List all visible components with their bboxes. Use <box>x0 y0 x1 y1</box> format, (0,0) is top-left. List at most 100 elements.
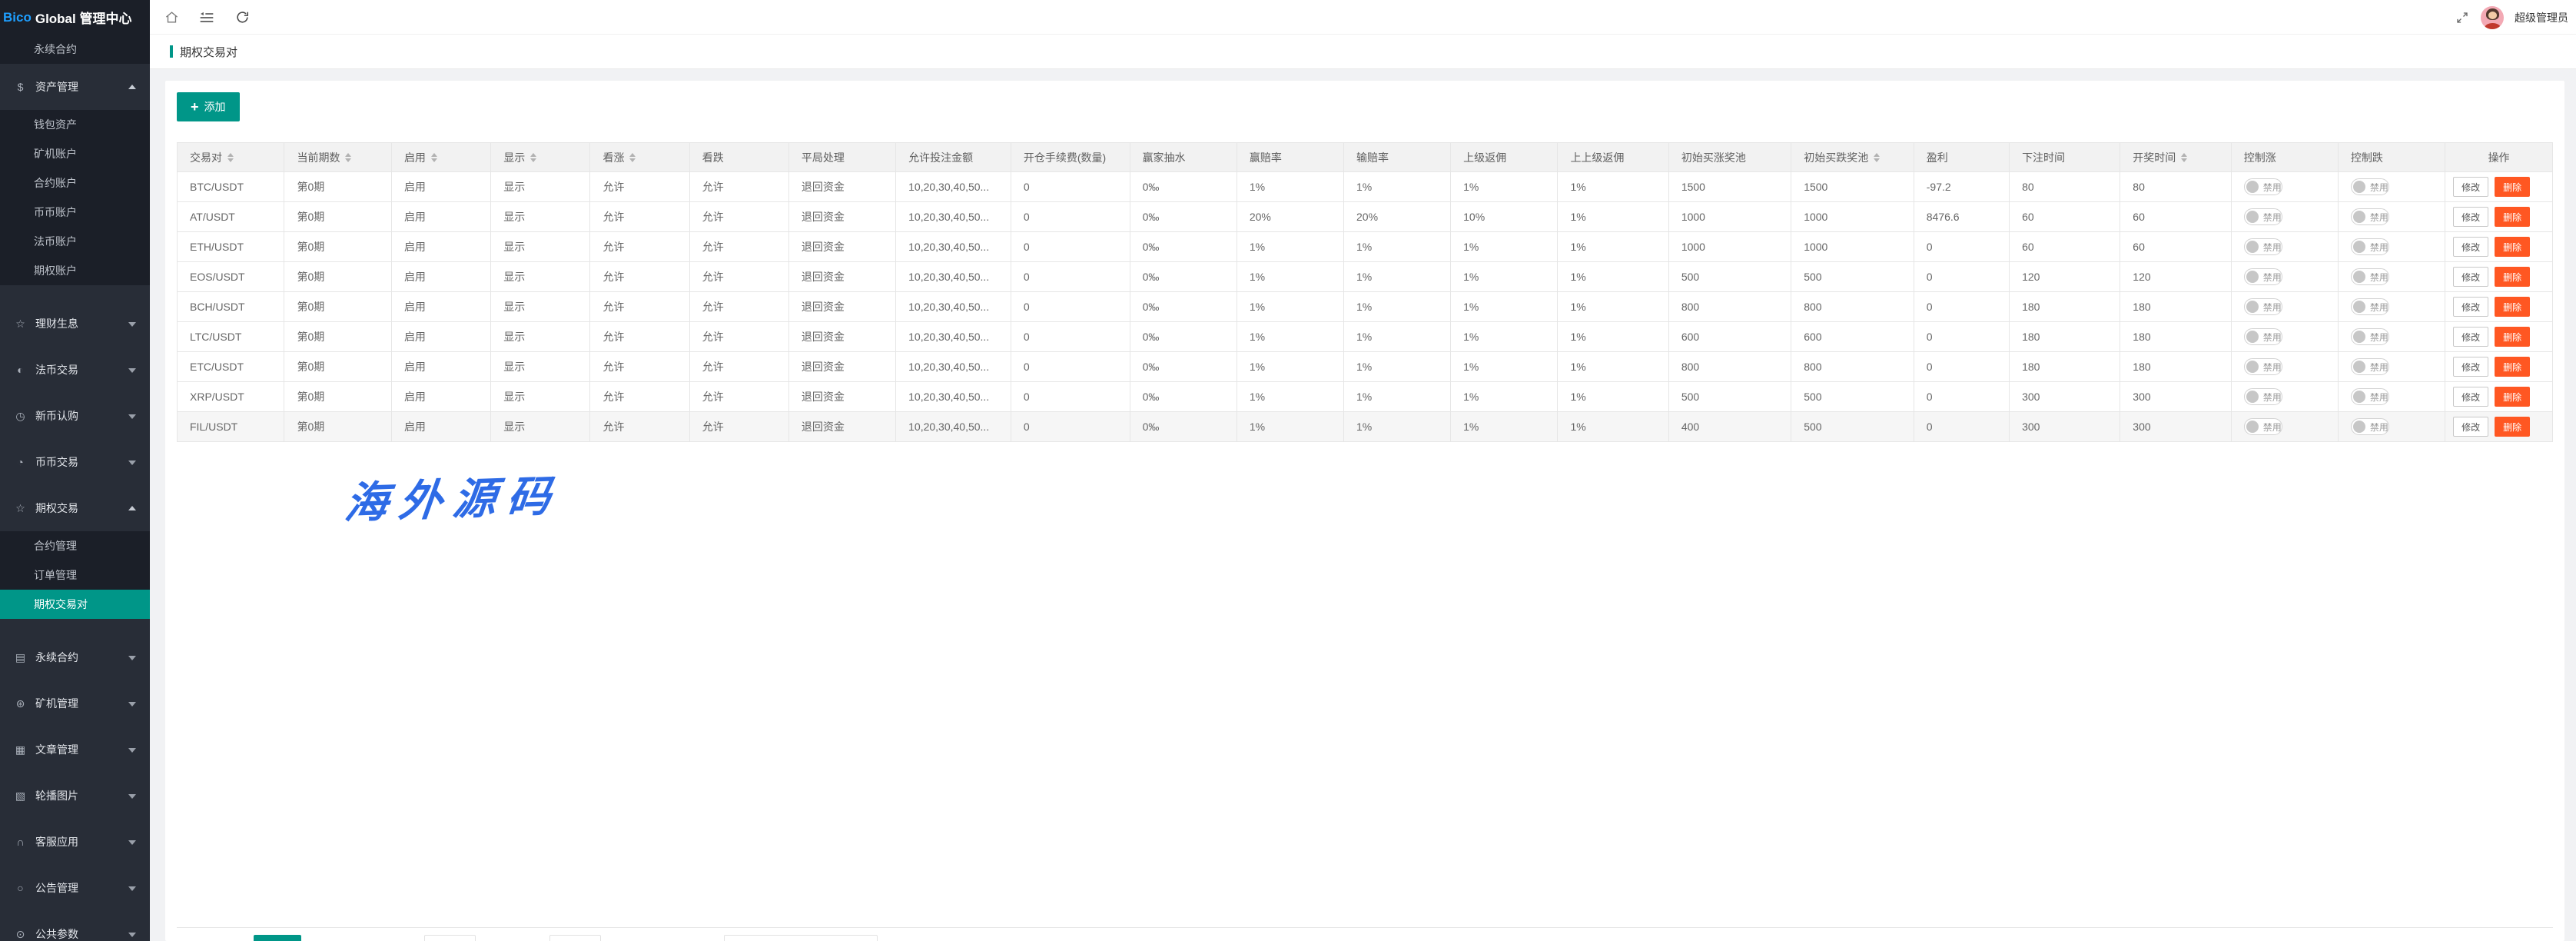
delete-button[interactable]: 删除 <box>2495 357 2531 377</box>
control-down-toggle[interactable]: 禁用 <box>2350 328 2389 345</box>
control-up-toggle[interactable]: 禁用 <box>2243 328 2282 345</box>
control-down-toggle[interactable]: 禁用 <box>2350 298 2389 315</box>
sidebar-item-options-account[interactable]: 期权账户 <box>0 256 150 285</box>
sidebar-item-customer-service[interactable]: ∩ 客服应用 <box>0 819 150 865</box>
edit-button[interactable]: 修改 <box>2453 177 2489 197</box>
sidebar-item-contract-account[interactable]: 合约账户 <box>0 168 150 198</box>
control-down-toggle[interactable]: 禁用 <box>2350 268 2389 285</box>
sidebar-item-finance-interest[interactable]: ☆ 理财生息 <box>0 301 150 347</box>
sidebar-item-article-manage[interactable]: ▦ 文章管理 <box>0 727 150 773</box>
control-down-toggle[interactable]: 禁用 <box>2350 238 2389 255</box>
column-header[interactable]: 启用 <box>390 142 492 172</box>
file-icon: ▤ <box>15 650 26 663</box>
sort-icon[interactable] <box>227 150 234 165</box>
edit-button[interactable]: 修改 <box>2453 207 2489 227</box>
delete-button[interactable]: 删除 <box>2495 237 2531 257</box>
sort-icon[interactable] <box>345 150 352 165</box>
control-up-toggle[interactable]: 禁用 <box>2243 208 2282 225</box>
sort-icon[interactable] <box>430 150 437 165</box>
pagination-page-button[interactable] <box>549 935 601 941</box>
control-down-toggle[interactable]: 禁用 <box>2350 178 2389 195</box>
sidebar-item-perpetual-contract-sub[interactable]: 永续合约 <box>0 35 150 64</box>
column-header[interactable]: 当前期数 <box>284 142 392 172</box>
edit-button[interactable]: 修改 <box>2453 357 2489 377</box>
sort-icon[interactable] <box>629 150 636 165</box>
sidebar-item-label: 公共参数 <box>35 928 78 940</box>
delete-button[interactable]: 删除 <box>2495 177 2531 197</box>
sidebar-item-announcement-manage[interactable]: ○ 公告管理 <box>0 865 150 911</box>
control-up-toggle[interactable]: 禁用 <box>2243 178 2282 195</box>
content-card: + 添加 交易对 当前期数 启用 显示 看涨 看跌 平局处理 允许投注金额 开仓手续费(数量) 赢… <box>165 81 2564 941</box>
column-header[interactable]: 显示 <box>490 142 591 172</box>
column-header-label: 看涨 <box>603 151 625 164</box>
edit-button[interactable]: 修改 <box>2453 237 2489 257</box>
sidebar-item-spot-trade[interactable]: ◔ 币币交易 <box>0 439 150 485</box>
control-up-toggle[interactable]: 禁用 <box>2243 298 2282 315</box>
sidebar-item-new-coin-subscribe[interactable]: ◷ 新币认购 <box>0 393 150 439</box>
sidebar-item-common-params[interactable]: ⊙ 公共参数 <box>0 911 150 941</box>
user-avatar[interactable] <box>2481 5 2504 29</box>
table-cell: 1% <box>1236 231 1345 262</box>
sidebar-item-banner-images[interactable]: ▧ 轮播图片 <box>0 773 150 819</box>
toggle-knob <box>2352 331 2365 343</box>
collapse-menu-icon[interactable] <box>199 10 214 25</box>
sidebar-item-perpetual-contract[interactable]: ▤ 永续合约 <box>0 634 150 680</box>
edit-button[interactable]: 修改 <box>2453 417 2489 437</box>
column-header: 操作 <box>2445 142 2553 172</box>
pagination-size-select[interactable] <box>724 935 878 941</box>
control-up-toggle[interactable]: 禁用 <box>2243 238 2282 255</box>
edit-button[interactable]: 修改 <box>2453 387 2489 407</box>
control-up-toggle[interactable]: 禁用 <box>2243 268 2282 285</box>
table-cell: 60 <box>2120 201 2232 232</box>
edit-button[interactable]: 修改 <box>2453 327 2489 347</box>
column-header[interactable]: 初始买跌奖池 <box>1791 142 1914 172</box>
sidebar-item-options-pairs[interactable]: 期权交易对 <box>0 590 150 619</box>
toggle-label: 禁用 <box>2262 211 2282 223</box>
control-up-toggle[interactable]: 禁用 <box>2243 388 2282 405</box>
delete-button[interactable]: 删除 <box>2495 267 2531 287</box>
sidebar-item-miner-manage[interactable]: ⊛ 矿机管理 <box>0 680 150 727</box>
sidebar-item-fiat-trade[interactable]: ◐ 法币交易 <box>0 347 150 393</box>
edit-button[interactable]: 修改 <box>2453 267 2489 287</box>
control-up-toggle[interactable]: 禁用 <box>2243 418 2282 435</box>
control-up-toggle[interactable]: 禁用 <box>2243 358 2282 375</box>
delete-button[interactable]: 删除 <box>2495 207 2531 227</box>
sidebar-item-order-manage[interactable]: 订单管理 <box>0 560 150 590</box>
delete-button[interactable]: 删除 <box>2495 417 2531 437</box>
table-cell: 1500 <box>1791 171 1914 202</box>
current-user-name[interactable]: 超级管理员 <box>2515 11 2568 24</box>
sidebar-item-assets-manage[interactable]: $ 资产管理 <box>0 64 150 110</box>
table-cell: 0‰ <box>1129 411 1237 442</box>
control-down-toggle[interactable]: 禁用 <box>2350 358 2389 375</box>
delete-button[interactable]: 删除 <box>2495 387 2531 407</box>
sidebar-item-fiat-account[interactable]: 法币账户 <box>0 227 150 256</box>
table-cell: 0‰ <box>1129 261 1237 292</box>
plus-icon: + <box>191 99 199 115</box>
delete-button[interactable]: 删除 <box>2495 297 2531 317</box>
column-header[interactable]: 看涨 <box>589 142 690 172</box>
sidebar-item-options-trade[interactable]: ☆ 期权交易 <box>0 485 150 531</box>
add-button[interactable]: + 添加 <box>177 92 240 121</box>
sidebar-item-miner-account[interactable]: 矿机账户 <box>0 139 150 168</box>
home-icon[interactable] <box>164 10 179 25</box>
column-header[interactable]: 交易对 <box>176 142 285 172</box>
control-down-toggle[interactable]: 禁用 <box>2350 418 2389 435</box>
delete-button[interactable]: 删除 <box>2495 327 2531 347</box>
breadcrumb-strip: 期权交易对 <box>150 35 2576 69</box>
fullscreen-icon[interactable] <box>2455 10 2470 25</box>
sidebar-item-contract-manage[interactable]: 合约管理 <box>0 531 150 560</box>
sidebar-item-spot-account[interactable]: 币币账户 <box>0 198 150 227</box>
table-cell: 第0期 <box>284 201 392 232</box>
sort-icon[interactable] <box>530 150 537 165</box>
pagination-page-button[interactable] <box>424 935 476 941</box>
sort-icon[interactable] <box>1874 150 1881 165</box>
edit-button[interactable]: 修改 <box>2453 297 2489 317</box>
column-header[interactable]: 开奖时间 <box>2120 142 2232 172</box>
refresh-icon[interactable] <box>234 10 250 25</box>
sidebar-item-wallet-assets[interactable]: 钱包资产 <box>0 110 150 139</box>
table-cell: 启用 <box>390 291 492 322</box>
sort-icon[interactable] <box>2181 150 2188 165</box>
control-down-toggle[interactable]: 禁用 <box>2350 208 2389 225</box>
control-down-toggle[interactable]: 禁用 <box>2350 388 2389 405</box>
pagination-current-page[interactable] <box>254 935 301 941</box>
